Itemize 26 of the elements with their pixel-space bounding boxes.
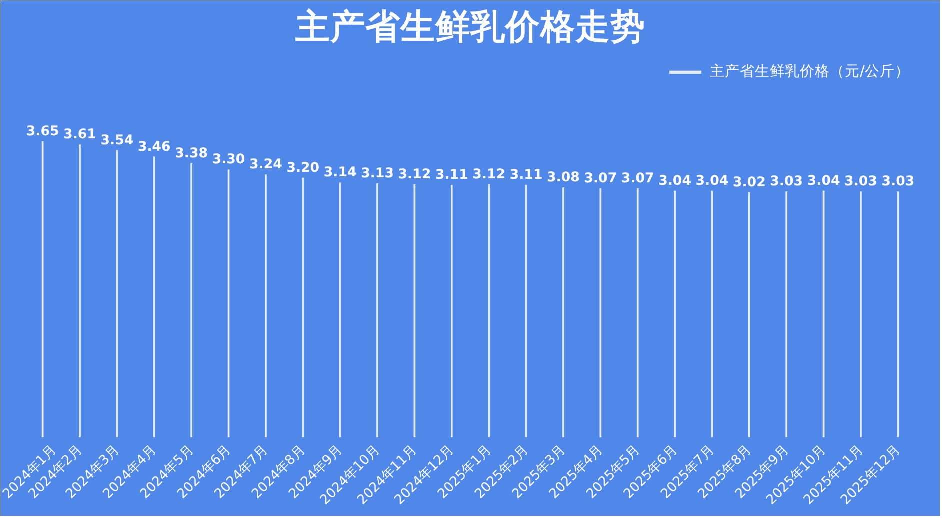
data-label: 3.11 bbox=[510, 168, 543, 184]
data-label: 3.04 bbox=[658, 174, 692, 189]
data-label: 3.12 bbox=[472, 167, 506, 182]
data-label: 3.30 bbox=[212, 152, 246, 168]
data-label: 3.03 bbox=[882, 174, 915, 190]
data-label: 3.46 bbox=[138, 140, 171, 155]
data-label: 3.65 bbox=[26, 124, 60, 140]
data-label: 3.20 bbox=[286, 160, 320, 176]
data-label: 3.07 bbox=[621, 171, 654, 186]
data-label: 3.13 bbox=[361, 166, 394, 182]
data-label: 3.04 bbox=[696, 174, 729, 189]
data-label: 3.61 bbox=[64, 128, 96, 143]
data-label: 3.07 bbox=[584, 171, 618, 186]
data-label: 3.24 bbox=[250, 158, 282, 173]
data-label: 3.04 bbox=[807, 174, 840, 189]
data-label: 3.38 bbox=[175, 146, 208, 162]
data-label: 3.03 bbox=[770, 174, 804, 190]
chart-title: 主产省生鲜乳价格走势 bbox=[294, 8, 646, 48]
data-label: 3.54 bbox=[100, 133, 134, 148]
data-label: 3.08 bbox=[547, 170, 580, 186]
data-label: 3.14 bbox=[324, 166, 357, 181]
data-label: 3.12 bbox=[398, 167, 432, 182]
data-label: 3.02 bbox=[732, 175, 766, 190]
data-label: 3.03 bbox=[844, 174, 878, 190]
legend-label: 主产省生鲜乳价格（元/公斤） bbox=[710, 62, 910, 81]
data-label: 3.11 bbox=[435, 168, 468, 184]
